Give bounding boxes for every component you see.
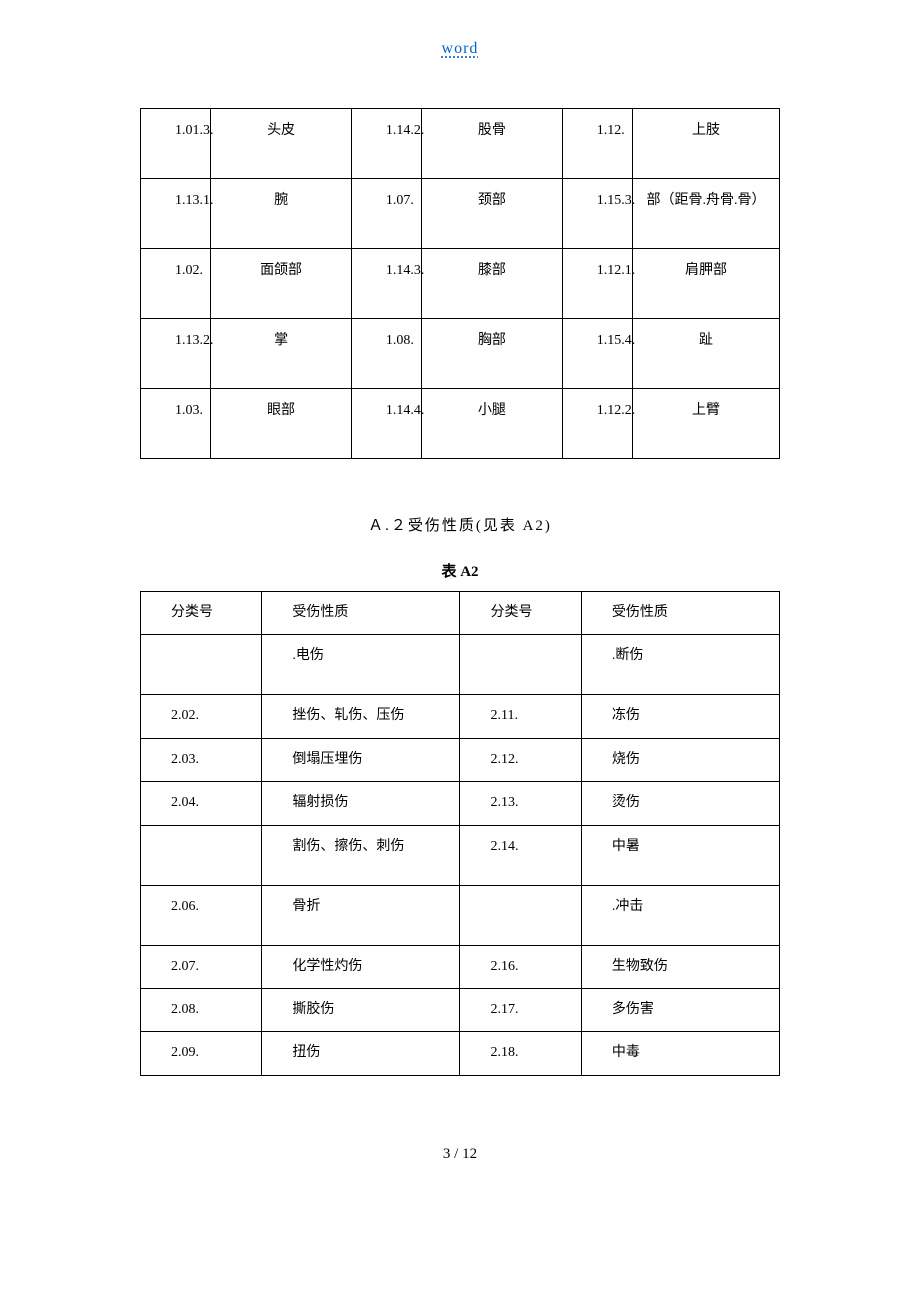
table-cell: 烫伤: [581, 782, 779, 825]
table-row: 割伤、擦伤、刺伤2.14.中暑: [141, 825, 780, 885]
table-cell: 面颌部: [211, 249, 352, 319]
page-number: 3 / 12: [140, 1146, 780, 1163]
table-cell: 中暑: [581, 825, 779, 885]
header-word-link[interactable]: word: [442, 40, 479, 57]
table-cell: 2.02.: [141, 695, 262, 738]
table-row: 1.13.1.腕1.07.颈部1.15.3.部（距骨.舟骨.骨）: [141, 179, 780, 249]
table-cell: .冲击: [581, 885, 779, 945]
table-cell: 2.13.: [460, 782, 581, 825]
table-caption-a2: 表 A2: [140, 560, 780, 581]
table-cell: 1.07.: [351, 179, 421, 249]
table-cell: 膝部: [422, 249, 563, 319]
table-cell: 挫伤、轧伤、压伤: [262, 695, 460, 738]
section-title-a2: Ａ.２受伤性质(见表 A2): [140, 514, 780, 535]
table-cell: 1.03.: [141, 389, 211, 459]
table-cell: 化学性灼伤: [262, 945, 460, 988]
table-cell: [460, 885, 581, 945]
table-cell: 2.17.: [460, 988, 581, 1031]
table-cell: 2.18.: [460, 1032, 581, 1075]
table-cell: 扭伤: [262, 1032, 460, 1075]
table-row: 1.13.2.掌1.08.胸部1.15.4.趾: [141, 319, 780, 389]
table-cell: 腕: [211, 179, 352, 249]
table-cell: 上臂: [633, 389, 780, 459]
table-cell: 头皮: [211, 109, 352, 179]
table-cell: 1.15.4.: [562, 319, 632, 389]
table-cell: 2.09.: [141, 1032, 262, 1075]
table-cell: 生物致伤: [581, 945, 779, 988]
table-cell: 颈部: [422, 179, 563, 249]
table-cell: 眼部: [211, 389, 352, 459]
table-cell: 1.15.3.: [562, 179, 632, 249]
table-cell: 1.13.2.: [141, 319, 211, 389]
table-header-row: 分类号受伤性质分类号受伤性质: [141, 592, 780, 635]
table-row: 1.02.面颌部1.14.3.膝部1.12.1.肩胛部: [141, 249, 780, 319]
table-body-parts: 1.01.3.头皮1.14.2.股骨1.12.上肢1.13.1.腕1.07.颈部…: [140, 108, 780, 459]
table-cell: 1.14.3.: [351, 249, 421, 319]
table-row: 2.06.骨折 .冲击: [141, 885, 780, 945]
table-row: 2.09.扭伤2.18.中毒: [141, 1032, 780, 1075]
table-cell: 2.03.: [141, 738, 262, 781]
table-cell: 撕胶伤: [262, 988, 460, 1031]
table-row: 2.03.倒塌压埋伤2.12.烧伤: [141, 738, 780, 781]
table-cell: 上肢: [633, 109, 780, 179]
table-cell: 辐射损伤: [262, 782, 460, 825]
table-cell: 1.12.1.: [562, 249, 632, 319]
table-cell: .电伤: [262, 635, 460, 695]
table-cell: 2.12.: [460, 738, 581, 781]
table-cell: 2.06.: [141, 885, 262, 945]
table-cell: 2.07.: [141, 945, 262, 988]
table-row: 2.04.辐射损伤2.13.烫伤: [141, 782, 780, 825]
table-cell: 1.08.: [351, 319, 421, 389]
table-cell: 掌: [211, 319, 352, 389]
table-cell: 冻伤: [581, 695, 779, 738]
table-cell: [141, 825, 262, 885]
table-cell: 2.14.: [460, 825, 581, 885]
table-cell: 1.02.: [141, 249, 211, 319]
table-cell: 割伤、擦伤、刺伤: [262, 825, 460, 885]
table-injury-nature: 分类号受伤性质分类号受伤性质.电伤.断伤2.02.挫伤、轧伤、压伤2.11.冻伤…: [140, 591, 780, 1076]
table-cell: 倒塌压埋伤: [262, 738, 460, 781]
table-row: 1.01.3.头皮1.14.2.股骨1.12.上肢: [141, 109, 780, 179]
table-cell: [460, 635, 581, 695]
table-cell: 多伤害: [581, 988, 779, 1031]
table-row: 1.03.眼部1.14.4.小腿1.12.2.上臂: [141, 389, 780, 459]
table-cell: 胸部: [422, 319, 563, 389]
table-cell: 趾: [633, 319, 780, 389]
table-cell: 1.01.3.: [141, 109, 211, 179]
table-cell: 肩胛部: [633, 249, 780, 319]
table-header-cell: 分类号: [141, 592, 262, 635]
table-row: 2.02.挫伤、轧伤、压伤2.11.冻伤: [141, 695, 780, 738]
table-header-cell: 受伤性质: [581, 592, 779, 635]
table-cell: 烧伤: [581, 738, 779, 781]
table-row: 2.07.化学性灼伤2.16.生物致伤: [141, 945, 780, 988]
table-header-cell: 受伤性质: [262, 592, 460, 635]
table-cell: 股骨: [422, 109, 563, 179]
table-cell: 2.16.: [460, 945, 581, 988]
table-cell: 2.11.: [460, 695, 581, 738]
table-cell: 2.08.: [141, 988, 262, 1031]
table-cell: .断伤: [581, 635, 779, 695]
table-row: 2.08.撕胶伤2.17.多伤害: [141, 988, 780, 1031]
table-cell: 1.12.2.: [562, 389, 632, 459]
table-row: .电伤 .断伤: [141, 635, 780, 695]
table-cell: 1.13.1.: [141, 179, 211, 249]
table-cell: 1.12.: [562, 109, 632, 179]
table-header-cell: 分类号: [460, 592, 581, 635]
table-cell: [141, 635, 262, 695]
table-cell: 1.14.4.: [351, 389, 421, 459]
document-page: word 1.01.3.头皮1.14.2.股骨1.12.上肢1.13.1.腕1.…: [0, 40, 920, 1163]
table-cell: 1.14.2.: [351, 109, 421, 179]
table-cell: 中毒: [581, 1032, 779, 1075]
header-link-wrap: word: [140, 40, 780, 58]
table-cell: 小腿: [422, 389, 563, 459]
table-cell: 部（距骨.舟骨.骨）: [633, 179, 780, 249]
table-cell: 骨折: [262, 885, 460, 945]
table-cell: 2.04.: [141, 782, 262, 825]
